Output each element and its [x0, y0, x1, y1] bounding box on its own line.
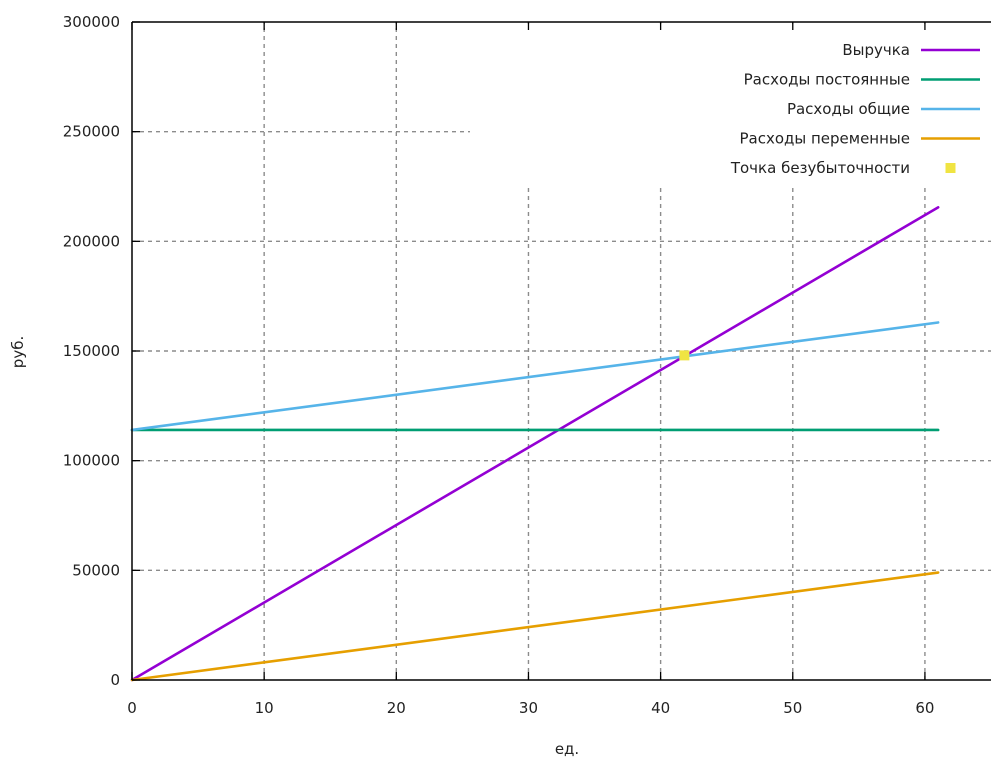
series-line-0	[130, 206, 940, 682]
legend: Выручка Расходы постоянные Расходы общие Ра…	[470, 26, 991, 186]
series-lines	[130, 206, 940, 682]
legend-label-1: Расходы постоянные	[744, 71, 910, 89]
y-tick-label-4: 200000	[63, 232, 120, 250]
x-tick-label-6: 60	[915, 699, 934, 717]
y-tick-label-0: 0	[110, 671, 120, 689]
y-axis-ticks: 0 50000 100000 150000 200000 250000 300000	[63, 13, 140, 689]
x-tick-label-2: 20	[387, 699, 406, 717]
y-tick-label-3: 150000	[63, 342, 120, 360]
y-axis-label: руб.	[9, 336, 27, 368]
y-tick-label-2: 100000	[63, 452, 120, 470]
y-tick-label-1: 50000	[72, 561, 120, 579]
x-tick-label-1: 10	[255, 699, 274, 717]
legend-background	[470, 26, 991, 186]
legend-label-3: Расходы переменные	[739, 130, 910, 148]
series-line-3	[130, 571, 940, 682]
x-axis-label: ед.	[555, 740, 579, 758]
x-tick-label-5: 50	[783, 699, 802, 717]
legend-label-0: Выручка	[842, 41, 910, 59]
x-tick-label-0: 0	[127, 699, 137, 717]
x-tick-label-4: 40	[651, 699, 670, 717]
series-points	[679, 350, 690, 361]
series-point-4-0	[679, 350, 690, 361]
x-tick-label-3: 30	[519, 699, 538, 717]
y-tick-label-5: 250000	[63, 123, 120, 141]
y-tick-label-6: 300000	[63, 13, 120, 31]
x-axis-ticks: 0 10 20 30 40 50 60	[127, 22, 934, 717]
legend-label-4: Точка безубыточности	[730, 159, 910, 177]
series-line-2	[130, 321, 940, 432]
legend-label-2: Расходы общие	[787, 100, 910, 118]
legend-swatch-4	[945, 163, 956, 173]
